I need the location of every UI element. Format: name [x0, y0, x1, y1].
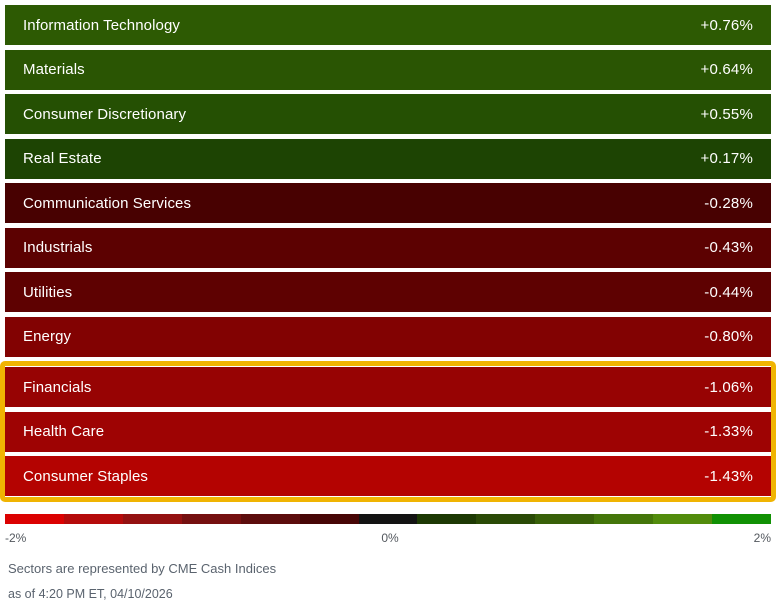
sector-change-value: -0.80%: [704, 328, 753, 345]
sector-row[interactable]: Information Technology +0.76%: [5, 5, 771, 45]
source-footnote: Sectors are represented by CME Cash Indi…: [8, 561, 277, 576]
sector-name: Industrials: [23, 239, 93, 256]
sector-row[interactable]: Energy -0.80%: [5, 316, 771, 357]
sector-name: Energy: [23, 328, 72, 345]
sector-change-value: +0.64%: [700, 61, 753, 78]
sector-name: Real Estate: [23, 150, 102, 167]
scale-segment: [358, 514, 418, 524]
timestamp-footnote: as of 4:20 PM ET, 04/10/2026: [8, 587, 173, 601]
scale-label-mid: 0%: [381, 531, 399, 545]
scale-label-max: 2%: [753, 531, 771, 545]
sector-row[interactable]: Industrials -0.43%: [5, 227, 771, 268]
highlight-box: Financials -1.06% Health Care -1.33% Consume…: [0, 361, 776, 502]
sector-change-value: -1.33%: [704, 423, 753, 440]
performance-color-scale: [5, 514, 771, 524]
sector-list: Information Technology +0.76% Materials +0.…: [0, 5, 776, 502]
sector-row[interactable]: Health Care -1.33%: [5, 411, 771, 452]
scale-labels: -2% 0% 2%: [5, 531, 771, 545]
sector-name: Information Technology: [23, 16, 181, 34]
sector-change-value: +0.76%: [700, 16, 753, 34]
sector-change-value: -0.43%: [704, 239, 753, 256]
scale-segment: [5, 514, 64, 524]
scale-segment: [712, 514, 771, 524]
scale-segment: [653, 514, 713, 524]
sector-change-value: +0.17%: [700, 150, 753, 167]
sector-row[interactable]: Financials -1.06%: [5, 367, 771, 407]
sector-change-value: -1.06%: [704, 378, 753, 396]
sector-name: Utilities: [23, 283, 73, 301]
scale-segment: [181, 514, 241, 524]
sector-change-value: -0.44%: [704, 283, 753, 301]
sector-row[interactable]: Materials +0.64%: [5, 49, 771, 90]
scale-segment: [594, 514, 654, 524]
sector-change-value: -1.43%: [704, 467, 753, 485]
sector-name: Health Care: [23, 423, 105, 440]
sector-row[interactable]: Communication Services -0.28%: [5, 183, 771, 223]
scale-segment: [122, 514, 182, 524]
scale-segment: [476, 514, 536, 524]
sector-name: Communication Services: [23, 194, 192, 212]
sector-row[interactable]: Consumer Staples -1.43%: [5, 456, 771, 496]
scale-segment: [63, 514, 123, 524]
scale-label-min: -2%: [5, 531, 27, 545]
sector-name: Materials: [23, 61, 85, 78]
sector-row[interactable]: Consumer Discretionary +0.55%: [5, 94, 771, 134]
scale-segment: [299, 514, 359, 524]
scale-segment: [535, 514, 595, 524]
scale-segment: [240, 514, 300, 524]
sector-row[interactable]: Utilities -0.44%: [5, 272, 771, 312]
scale-segment: [417, 514, 477, 524]
sector-row[interactable]: Real Estate +0.17%: [5, 138, 771, 179]
sector-name: Consumer Discretionary: [23, 105, 187, 123]
sector-name: Financials: [23, 378, 92, 396]
sector-change-value: -0.28%: [704, 194, 753, 212]
sector-change-value: +0.55%: [700, 105, 753, 123]
sector-name: Consumer Staples: [23, 467, 148, 485]
